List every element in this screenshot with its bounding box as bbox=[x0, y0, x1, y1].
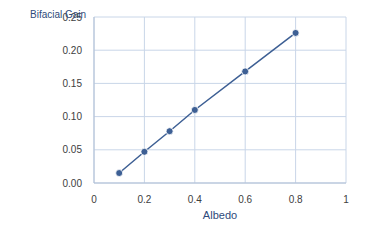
x-tick-label: 0.8 bbox=[289, 194, 303, 205]
x-grid-line bbox=[346, 17, 347, 183]
x-grid-line bbox=[94, 17, 95, 183]
x-axis-label: Albedo bbox=[203, 209, 237, 221]
x-grid-line bbox=[245, 17, 246, 183]
y-axis bbox=[94, 17, 95, 183]
x-grid-line bbox=[144, 17, 145, 183]
x-tick-label: 0.2 bbox=[137, 194, 151, 205]
x-grid-line bbox=[194, 17, 195, 183]
y-tick-label: 0.10 bbox=[63, 111, 83, 122]
y-grid-line bbox=[94, 149, 346, 150]
data-point bbox=[166, 128, 173, 135]
data-point bbox=[141, 148, 148, 155]
y-tick-label: 0.05 bbox=[63, 144, 83, 155]
data-point bbox=[242, 68, 249, 75]
y-tick-label: 0.20 bbox=[63, 45, 83, 56]
y-tick-label: 0.00 bbox=[63, 178, 83, 189]
data-line bbox=[119, 33, 295, 173]
data-point bbox=[116, 170, 123, 177]
chart-title: Bifacial Gain bbox=[30, 9, 86, 20]
plot-area bbox=[116, 29, 299, 176]
y-grid-line bbox=[94, 50, 346, 51]
chart: 0.000.050.100.150.200.2500.20.40.60.81Bi… bbox=[0, 0, 392, 230]
x-axis bbox=[94, 183, 346, 184]
y-grid-line bbox=[94, 116, 346, 117]
x-tick-label: 0.4 bbox=[188, 194, 202, 205]
data-point bbox=[191, 106, 198, 113]
x-tick-label: 1 bbox=[343, 194, 349, 205]
x-tick-label: 0 bbox=[91, 194, 97, 205]
y-grid-line bbox=[94, 17, 346, 18]
y-grid-line bbox=[94, 183, 346, 184]
x-grid-line bbox=[295, 17, 296, 183]
x-tick-label: 0.6 bbox=[238, 194, 252, 205]
data-point bbox=[292, 29, 299, 36]
y-grid-line bbox=[94, 83, 346, 84]
y-tick-label: 0.15 bbox=[63, 78, 83, 89]
